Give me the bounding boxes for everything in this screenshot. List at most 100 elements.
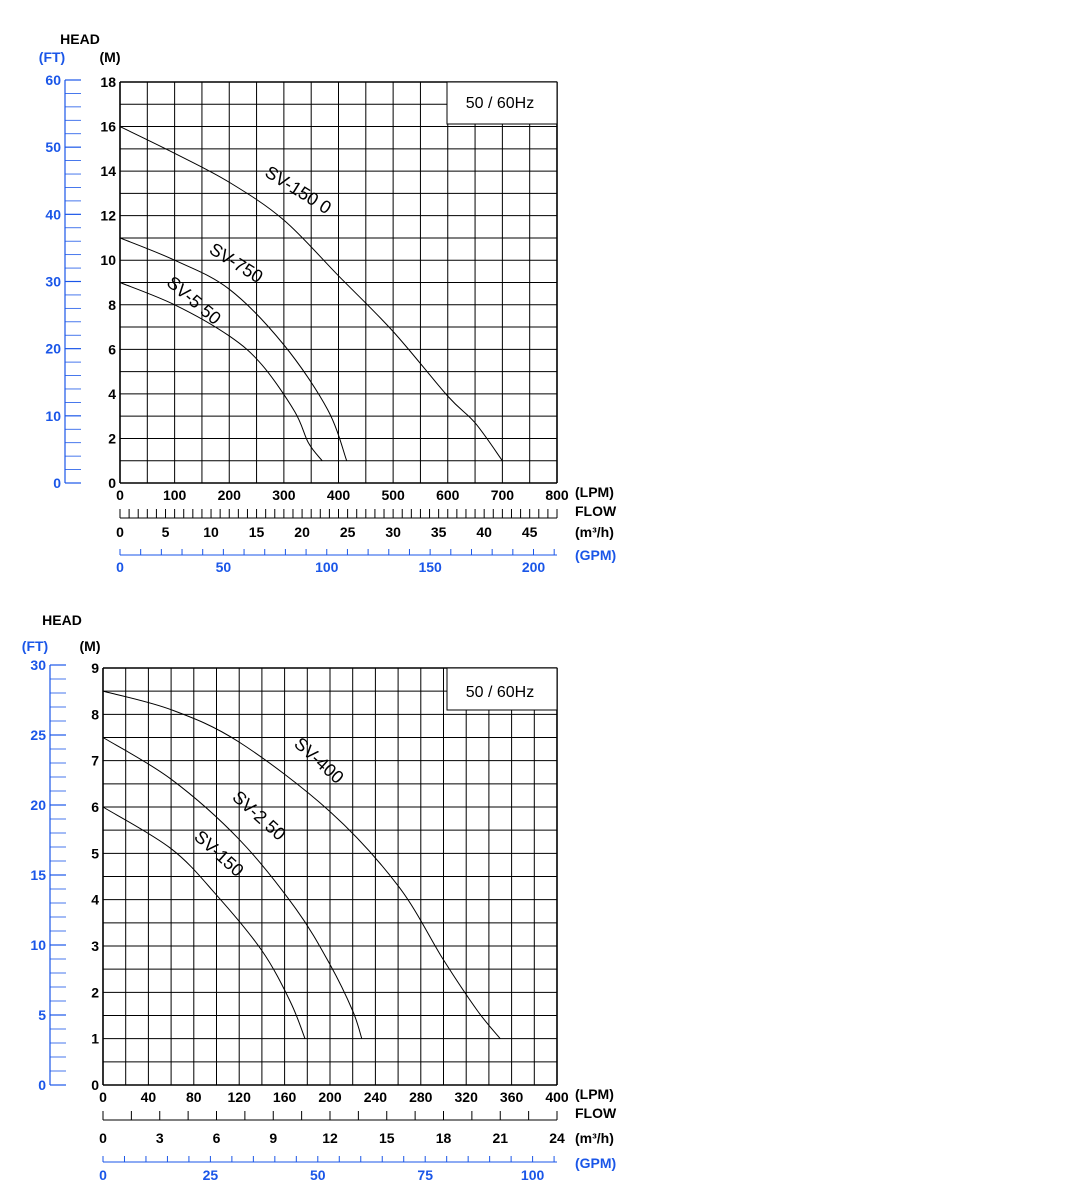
chart2-y-tick-ft: 30 — [30, 657, 46, 673]
chart1-frequency-label: 50 / 60Hz — [466, 95, 534, 112]
chart1-ft-unit: (FT) — [39, 49, 65, 65]
chart1-x-tick-gpm: 0 — [116, 559, 124, 575]
chart2-x-tick-m3h: 3 — [156, 1130, 164, 1146]
chart1-x-tick-gpm: 200 — [522, 559, 546, 575]
chart2-y-tick-ft: 0 — [38, 1077, 46, 1093]
chart2-y-tick-ft: 5 — [38, 1007, 46, 1023]
chart1-series-label: SV-150 0 — [261, 162, 334, 218]
chart2-x-tick-gpm: 0 — [99, 1167, 107, 1183]
chart2-lpm-unit: (LPM) — [575, 1086, 614, 1102]
chart2-series-label: SV-2 50 — [229, 787, 290, 845]
chart2-m-unit: (M) — [80, 638, 101, 654]
chart2-x-tick-gpm: 25 — [203, 1167, 219, 1183]
chart2-y-tick-m: 5 — [91, 845, 99, 861]
chart1-x-tick-lpm: 600 — [436, 487, 460, 503]
chart1-y-tick-m: 2 — [108, 430, 116, 446]
chart1-frequency-box — [446, 81, 558, 125]
chart2-x-tick-m3h: 24 — [549, 1130, 565, 1146]
chart2-x-tick-lpm: 400 — [545, 1089, 569, 1105]
chart1-head-label: HEAD — [60, 31, 100, 47]
chart1-y-tick-ft: 50 — [45, 139, 61, 155]
chart2-series-sv-400 — [102, 690, 501, 1039]
chart1-x-tick-lpm: 300 — [272, 487, 296, 503]
chart1-m3h-unit: (m³/h) — [575, 524, 614, 540]
chart1-x-tick-lpm: 700 — [491, 487, 515, 503]
chart2-x-tick-m3h: 0 — [99, 1130, 107, 1146]
chart2-x-tick-lpm: 320 — [455, 1089, 479, 1105]
chart2-series-sv-150 — [102, 806, 306, 1039]
chart1-y-tick-m: 12 — [100, 208, 116, 224]
chart1-y-tick-m: 4 — [108, 386, 116, 402]
chart2-y-tick-ft: 25 — [30, 727, 46, 743]
chart2-x-tick-m3h: 6 — [213, 1130, 221, 1146]
chart1-x-tick-m3h: 15 — [249, 524, 265, 540]
chart2-x-tick-m3h: 21 — [492, 1130, 508, 1146]
chart2-flow-label: FLOW — [575, 1105, 617, 1121]
chart1-y-tick-m: 0 — [108, 475, 116, 491]
chart2-y-tick-m: 4 — [91, 892, 99, 908]
chart1-x-tick-gpm: 150 — [418, 559, 442, 575]
chart2-x-tick-m3h: 18 — [436, 1130, 452, 1146]
chart1-y-tick-ft: 0 — [53, 475, 61, 491]
chart2-y-tick-m: 9 — [91, 660, 99, 676]
chart2-head-label: HEAD — [42, 612, 82, 628]
chart2-x-tick-lpm: 0 — [99, 1089, 107, 1105]
chart2-m3h-unit: (m³/h) — [575, 1130, 614, 1146]
chart2-y-tick-m: 1 — [91, 1031, 99, 1047]
chart2-x-tick-m3h: 12 — [322, 1130, 338, 1146]
chart2-frequency-box — [446, 667, 558, 711]
chart2-y-tick-m: 0 — [91, 1077, 99, 1093]
chart1-y-tick-ft: 40 — [45, 206, 61, 222]
chart2-x-tick-lpm: 200 — [318, 1089, 342, 1105]
chart1-y-tick-ft: 30 — [45, 274, 61, 290]
chart1-x-tick-lpm: 100 — [163, 487, 187, 503]
chart2-y-tick-ft: 15 — [30, 867, 46, 883]
chart2-y-tick-ft: 20 — [30, 797, 46, 813]
chart1-m-unit: (M) — [100, 49, 121, 65]
chart2-y-tick-m: 2 — [91, 984, 99, 1000]
chart1-lpm-unit: (LPM) — [575, 484, 614, 500]
chart1-y-tick-m: 6 — [108, 341, 116, 357]
chart2-gpm-unit: (GPM) — [575, 1155, 616, 1171]
chart1-y-tick-m: 10 — [100, 252, 116, 268]
chart1-series-sv-1500 — [119, 126, 503, 462]
chart1-x-tick-gpm: 50 — [216, 559, 232, 575]
chart2-y-tick-m: 7 — [91, 753, 99, 769]
chart1-x-tick-gpm: 100 — [315, 559, 339, 575]
chart2-y-tick-m: 3 — [91, 938, 99, 954]
chart2-series-sv-250 — [102, 737, 363, 1039]
chart1-y-tick-m: 16 — [100, 119, 116, 135]
chart1-x-tick-m3h: 0 — [116, 524, 124, 540]
chart1-gpm-unit: (GPM) — [575, 547, 616, 563]
chart2-x-tick-gpm: 100 — [521, 1167, 545, 1183]
chart1-y-tick-ft: 60 — [45, 72, 61, 88]
chart1-x-tick-m3h: 10 — [203, 524, 219, 540]
chart1-x-tick-m3h: 20 — [294, 524, 310, 540]
chart1-series-label: SV-5 50 — [163, 272, 225, 328]
chart2-ft-unit: (FT) — [22, 638, 48, 654]
chart2-y-tick-m: 8 — [91, 706, 99, 722]
chart1-x-tick-m3h: 30 — [385, 524, 401, 540]
chart1-y-tick-m: 14 — [100, 163, 116, 179]
chart1-flow-label: FLOW — [575, 503, 617, 519]
chart1-series-sv-750 — [119, 237, 348, 461]
chart1-x-tick-lpm: 500 — [381, 487, 405, 503]
chart2-x-tick-gpm: 50 — [310, 1167, 326, 1183]
chart1-y-tick-ft: 10 — [45, 408, 61, 424]
chart2-y-tick-ft: 10 — [30, 937, 46, 953]
chart1-x-tick-lpm: 800 — [545, 487, 569, 503]
chart2-x-tick-lpm: 40 — [141, 1089, 157, 1105]
chart2-x-tick-lpm: 80 — [186, 1089, 202, 1105]
chart2-x-tick-lpm: 280 — [409, 1089, 433, 1105]
chart1-y-tick-m: 8 — [108, 297, 116, 313]
chart2-x-tick-m3h: 15 — [379, 1130, 395, 1146]
chart1-x-tick-lpm: 0 — [116, 487, 124, 503]
chart2-x-tick-lpm: 360 — [500, 1089, 524, 1105]
chart1-x-tick-m3h: 40 — [476, 524, 492, 540]
chart2-y-tick-m: 6 — [91, 799, 99, 815]
chart1-y-tick-m: 18 — [100, 74, 116, 90]
chart1-x-tick-lpm: 200 — [218, 487, 242, 503]
chart2-frequency-label: 50 / 60Hz — [466, 684, 534, 701]
chart1-x-tick-m3h: 35 — [431, 524, 447, 540]
chart1-x-tick-m3h: 45 — [522, 524, 538, 540]
